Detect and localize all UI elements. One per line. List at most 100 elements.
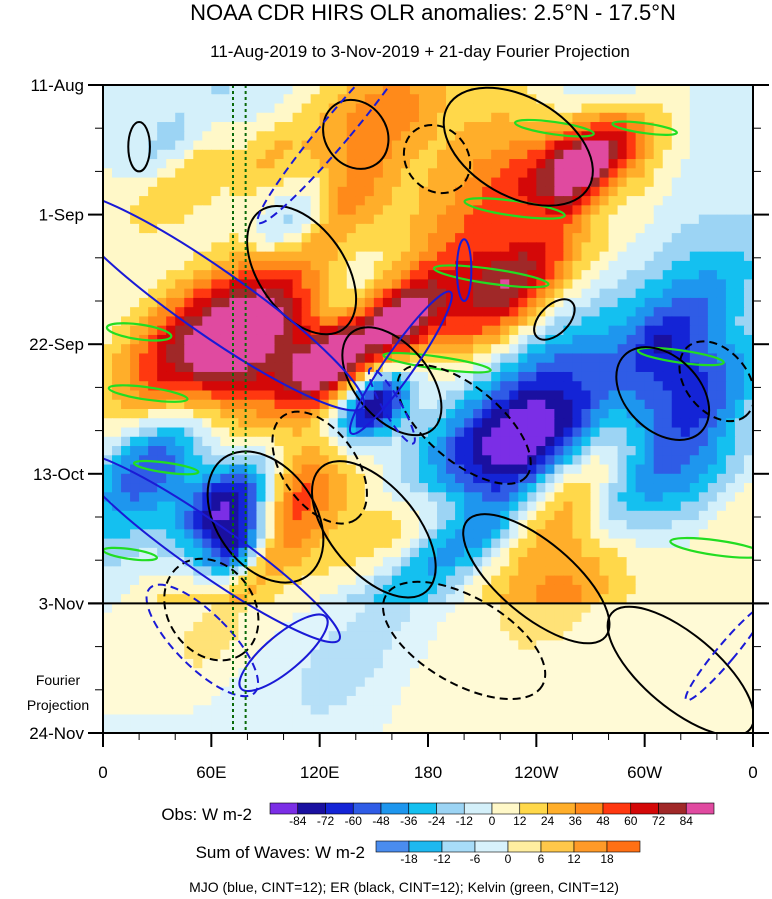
anomaly-cell (274, 251, 285, 262)
anomaly-cell (599, 260, 610, 271)
anomaly-cell (310, 603, 321, 614)
anomaly-cell (518, 529, 528, 540)
anomaly-cell (355, 436, 366, 447)
anomaly-cell (346, 529, 357, 540)
anomaly-cell (617, 631, 628, 642)
anomaly-cell (563, 538, 574, 549)
anomaly-cell (473, 557, 483, 567)
anomaly-cell (130, 464, 140, 475)
anomaly-cell (500, 640, 510, 651)
anomaly-cell (382, 270, 393, 280)
anomaly-cell (391, 399, 402, 410)
anomaly-cell (364, 223, 375, 234)
anomaly-cell (139, 251, 149, 262)
anomaly-cell (355, 668, 366, 679)
anomaly-cell (653, 140, 664, 151)
anomaly-cell (391, 353, 402, 364)
anomaly-cell (482, 103, 492, 114)
anomaly-cell (319, 325, 330, 336)
anomaly-cell (554, 668, 565, 679)
anomaly-cell (319, 214, 330, 225)
anomaly-cell (491, 103, 501, 114)
anomaly-cell (301, 399, 312, 410)
anomaly-cell (157, 501, 167, 512)
anomaly-cell (662, 473, 673, 484)
anomaly-cell (319, 297, 330, 308)
anomaly-cell (581, 325, 592, 336)
anomaly-cell (626, 168, 637, 179)
anomaly-cell (500, 464, 510, 475)
anomaly-cell (572, 288, 583, 299)
anomaly-cell (455, 492, 465, 503)
anomaly-cell (536, 353, 546, 364)
anomaly-cell (148, 427, 158, 438)
anomaly-cell (220, 399, 230, 410)
anomaly-cell (157, 649, 167, 660)
anomaly-cell (644, 205, 655, 216)
anomaly-cell (391, 427, 402, 438)
anomaly-cell (418, 177, 429, 188)
anomaly-cell (292, 344, 303, 355)
anomaly-cell (373, 483, 384, 493)
anomaly-cell (491, 464, 501, 475)
anomaly-cell (689, 399, 700, 410)
anomaly-cell (256, 233, 267, 243)
anomaly-cell (139, 353, 149, 364)
anomaly-cell (509, 168, 519, 179)
anomaly-cell (355, 260, 366, 271)
anomaly-cell (617, 695, 628, 706)
anomaly-cell (545, 621, 555, 632)
anomaly-cell (211, 242, 221, 253)
anomaly-cell (301, 658, 312, 669)
anomaly-cell (707, 557, 718, 567)
anomaly-cell (689, 557, 700, 567)
anomaly-cell (464, 233, 474, 243)
anomaly-cell (319, 594, 330, 604)
anomaly-cell (626, 621, 637, 632)
anomaly-cell (581, 122, 592, 132)
anomaly-cell (509, 409, 519, 419)
anomaly-cell (599, 566, 610, 577)
anomaly-cell (671, 418, 682, 429)
anomaly-cell (428, 473, 438, 484)
anomaly-cell (400, 566, 411, 577)
anomaly-cell (599, 149, 610, 160)
anomaly-cell (680, 94, 691, 105)
anomaly-cell (644, 575, 655, 586)
anomaly-cell (725, 510, 736, 521)
anomaly-cell (527, 344, 537, 355)
anomaly-cell (238, 251, 249, 262)
anomaly-cell (130, 288, 140, 299)
anomaly-cell (166, 297, 176, 308)
anomaly-cell (545, 260, 555, 271)
anomaly-cell (265, 316, 276, 327)
anomaly-cell (319, 371, 330, 382)
anomaly-cell (599, 547, 610, 558)
anomaly-cell (743, 103, 753, 114)
anomaly-cell (337, 122, 348, 132)
anomaly-cell (581, 455, 592, 466)
anomaly-cell (139, 464, 149, 475)
anomaly-cell (112, 723, 122, 733)
anomaly-cell (157, 668, 167, 679)
anomaly-cell (563, 436, 574, 447)
anomaly-cell (689, 594, 700, 604)
anomaly-cell (184, 159, 194, 169)
anomaly-cell (428, 279, 438, 290)
anomaly-cell (581, 270, 592, 280)
anomaly-cell (473, 362, 483, 373)
anomaly-cell (581, 483, 592, 493)
anomaly-cell (364, 649, 375, 660)
anomaly-cell (599, 307, 610, 318)
anomaly-cell (437, 362, 447, 373)
anomaly-cell (635, 288, 646, 299)
anomaly-cell (328, 159, 339, 169)
anomaly-cell (292, 483, 303, 493)
anomaly-cell (121, 668, 131, 679)
anomaly-cell (265, 529, 276, 540)
anomaly-cell (247, 631, 258, 642)
anomaly-cell (337, 446, 348, 456)
anomaly-cell (446, 168, 456, 179)
anomaly-cell (707, 251, 718, 262)
anomaly-cell (229, 177, 240, 188)
